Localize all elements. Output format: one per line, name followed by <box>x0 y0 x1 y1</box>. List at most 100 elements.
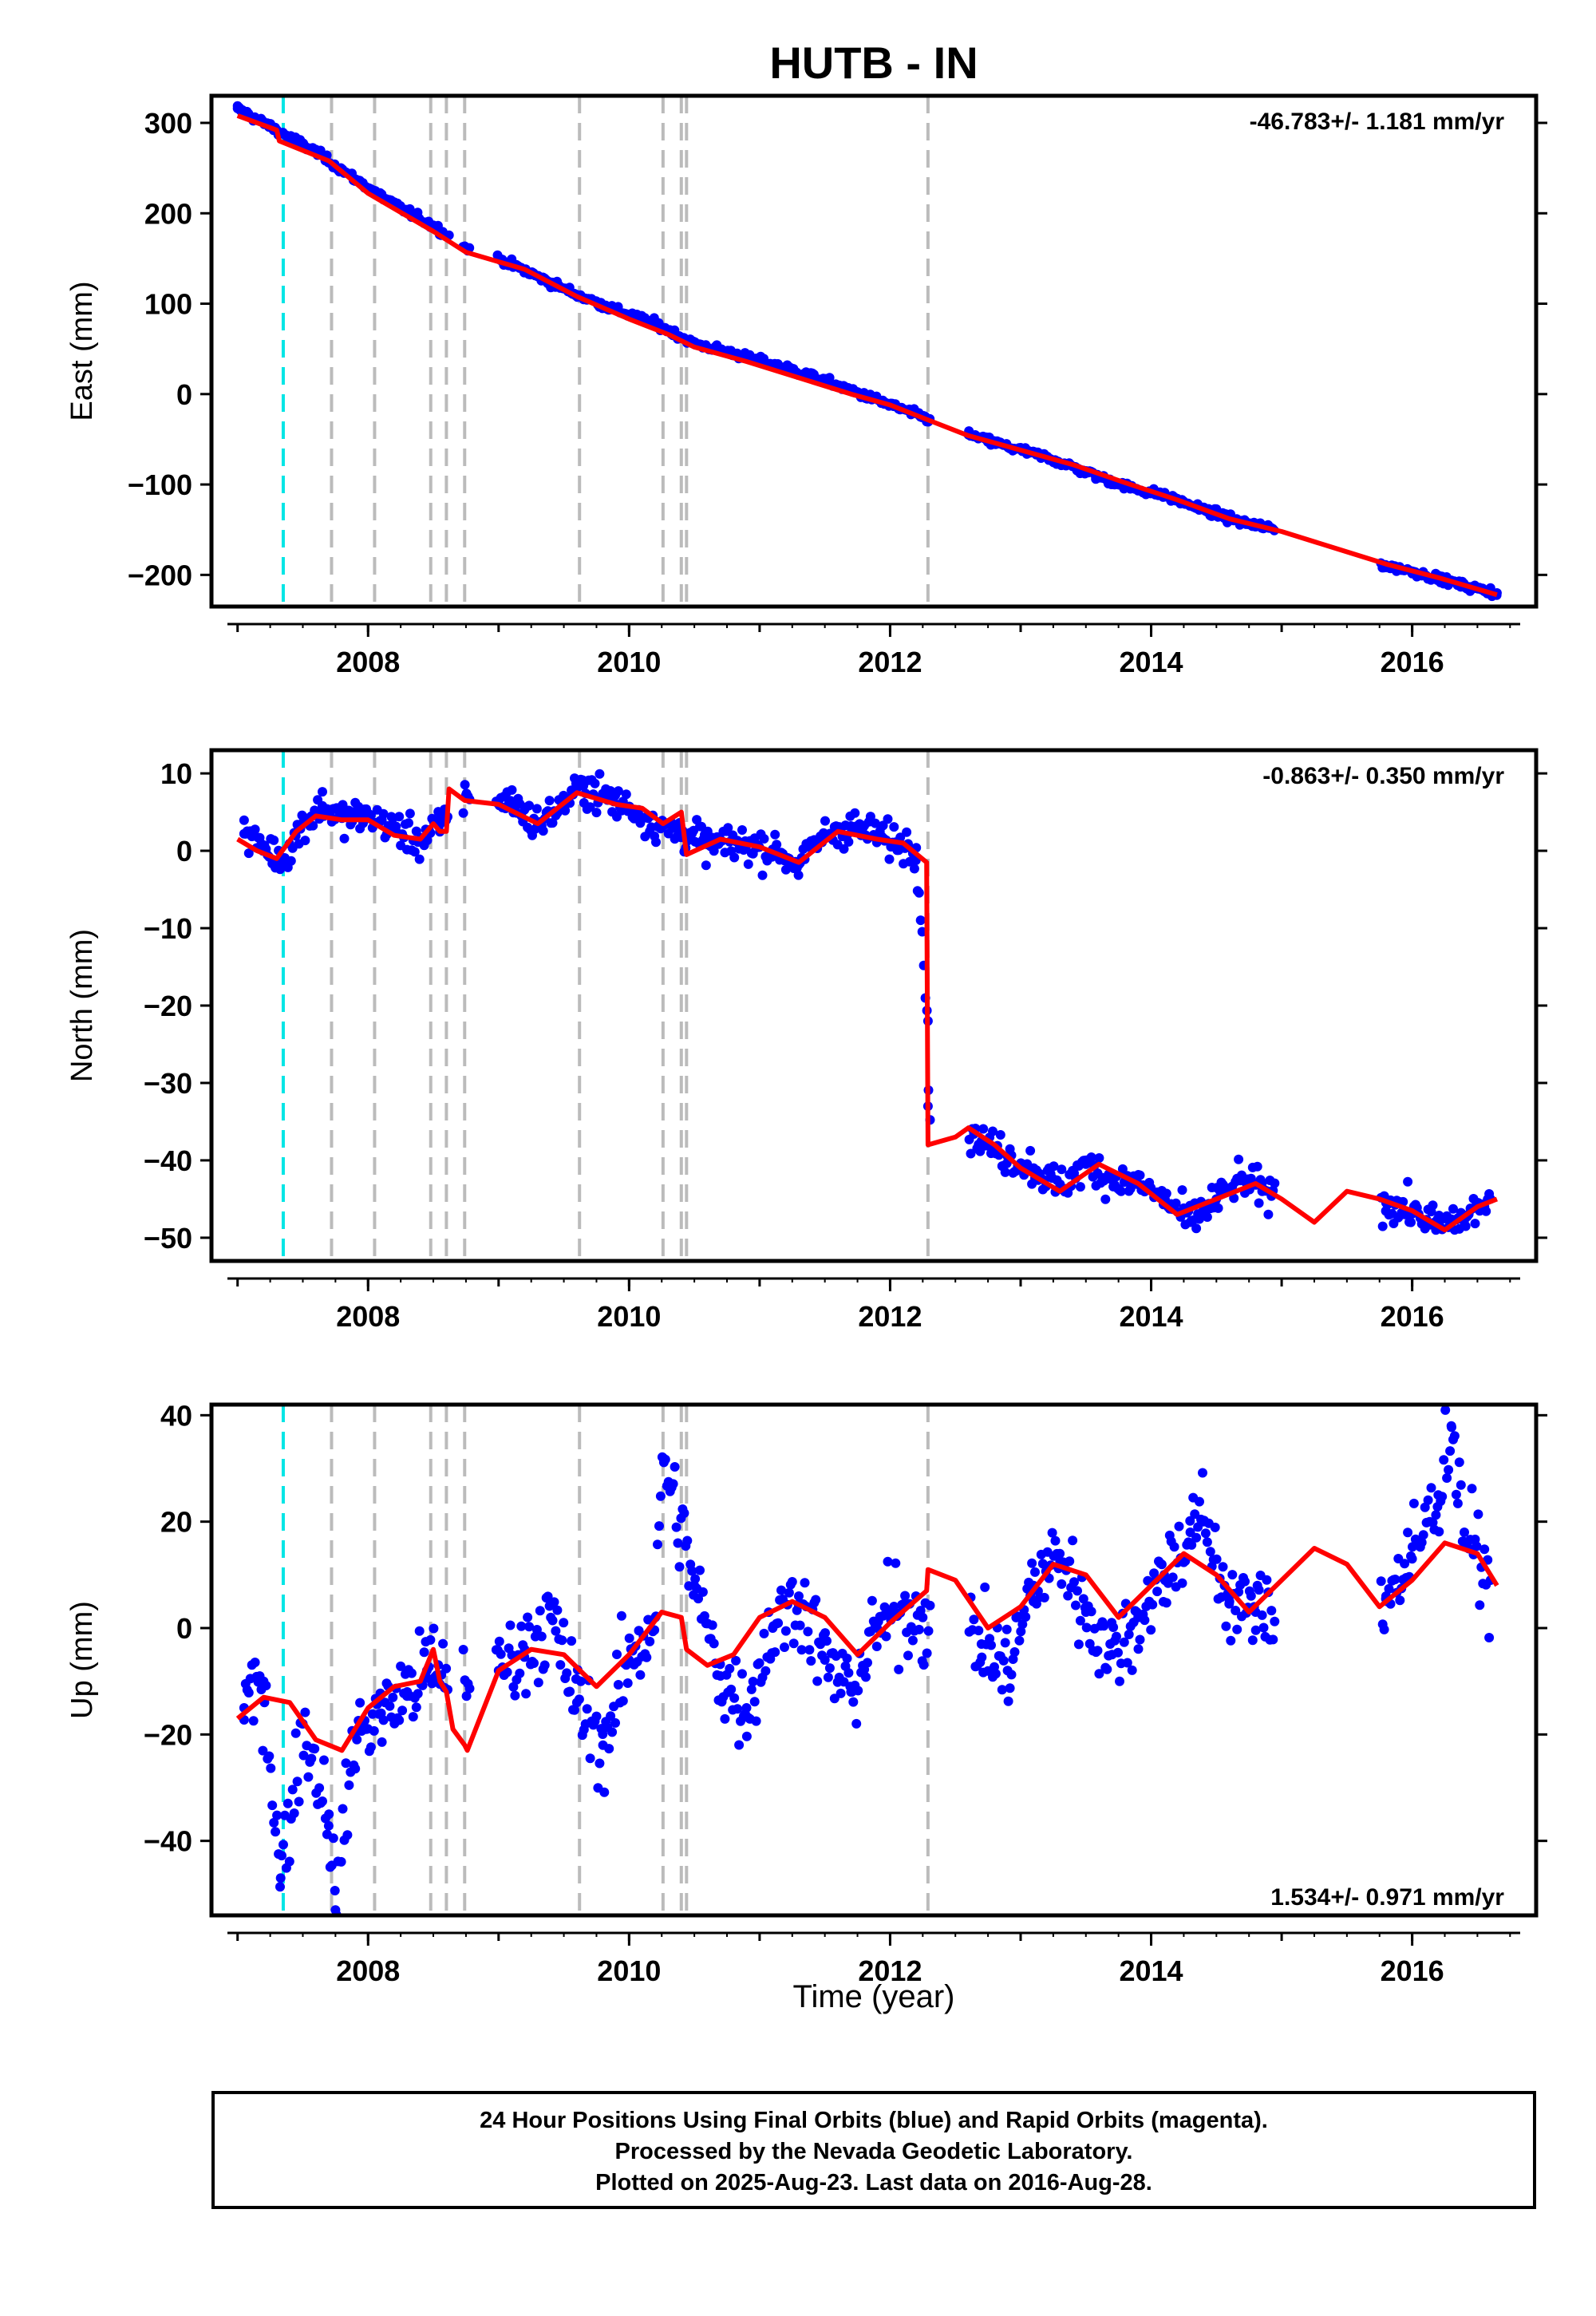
data-point <box>271 1827 281 1837</box>
data-point <box>565 1686 575 1697</box>
data-point <box>846 821 856 831</box>
y-axis-label: Up (mm) <box>65 1601 99 1719</box>
data-point <box>1472 1541 1482 1551</box>
data-point <box>1099 1621 1109 1631</box>
data-point <box>1205 1547 1215 1557</box>
y-tick-label: 200 <box>144 197 192 230</box>
data-point <box>323 1820 334 1831</box>
data-point <box>651 837 661 848</box>
data-point <box>429 1623 439 1634</box>
data-point <box>598 1729 608 1739</box>
data-point <box>1068 1535 1078 1546</box>
data-point <box>298 1750 309 1761</box>
plot-area <box>236 750 1499 1261</box>
data-point <box>733 1704 743 1714</box>
data-point <box>803 1626 813 1637</box>
data-point <box>1050 1535 1061 1546</box>
data-point <box>248 1716 259 1726</box>
data-point <box>461 1691 472 1701</box>
y-tick-label: 20 <box>160 1506 192 1539</box>
data-point <box>290 1728 301 1738</box>
data-point <box>243 848 254 859</box>
data-point <box>707 1620 717 1630</box>
data-point <box>464 1683 475 1694</box>
data-point <box>768 1623 778 1633</box>
data-point <box>496 1649 506 1659</box>
data-point <box>977 1652 987 1662</box>
data-point <box>1254 1198 1264 1208</box>
data-point <box>925 1600 935 1611</box>
data-point <box>770 829 780 840</box>
data-point <box>780 1642 789 1652</box>
data-point <box>575 1676 586 1686</box>
data-point <box>557 1635 567 1646</box>
data-point <box>673 1538 683 1548</box>
data-point <box>1226 1635 1236 1646</box>
data-point <box>725 1663 735 1674</box>
data-point <box>441 1663 452 1674</box>
data-point <box>411 1702 421 1713</box>
data-point <box>843 1668 854 1678</box>
data-point <box>1100 1194 1111 1204</box>
data-point <box>551 1626 561 1636</box>
data-point <box>1456 1480 1466 1490</box>
caption-box: 24 Hour Positions Using Final Orbits (bl… <box>211 2091 1536 2209</box>
data-point <box>654 1521 664 1531</box>
data-point <box>591 1711 602 1721</box>
data-point <box>338 1804 348 1814</box>
data-point <box>723 823 733 833</box>
data-point <box>1075 1615 1085 1626</box>
data-point <box>889 822 899 832</box>
data-point <box>279 855 288 865</box>
data-point <box>824 1663 835 1674</box>
y-tick-label: −10 <box>144 912 192 945</box>
data-point <box>1246 1591 1256 1601</box>
data-point <box>598 1740 608 1750</box>
data-point <box>741 1731 752 1741</box>
data-point <box>272 1810 282 1820</box>
y-tick-label: −20 <box>144 1718 192 1751</box>
data-point <box>409 847 420 857</box>
y-tick-label: 300 <box>144 107 192 140</box>
data-point <box>385 1701 395 1711</box>
data-point <box>915 915 926 926</box>
x-tick-label: 2016 <box>1381 1954 1444 1987</box>
data-point <box>521 1689 531 1699</box>
data-point <box>770 1647 780 1658</box>
data-point <box>1133 1644 1144 1654</box>
data-point <box>1112 1631 1121 1642</box>
data-point <box>279 1840 288 1850</box>
data-point <box>536 1631 547 1642</box>
data-point <box>294 1796 304 1807</box>
data-point <box>560 805 571 816</box>
data-point <box>1177 1185 1187 1196</box>
caption-line-1: 24 Hour Positions Using Final Orbits (bl… <box>480 2108 1268 2133</box>
rate-label: -0.863+/- 0.350 mm/yr <box>1262 763 1504 789</box>
data-point <box>318 787 327 797</box>
data-point <box>751 1716 761 1726</box>
caption-line-2: Processed by the Nevada Geodetic Laborat… <box>614 2139 1133 2164</box>
data-point <box>287 1784 298 1795</box>
y-tick-label: −200 <box>128 559 192 591</box>
data-point <box>889 1602 899 1611</box>
data-point <box>793 870 804 880</box>
data-point <box>1025 1145 1036 1156</box>
data-point <box>1449 1431 1460 1441</box>
data-point <box>754 1658 764 1668</box>
data-point <box>1185 1528 1195 1537</box>
data-point <box>1169 1542 1179 1552</box>
data-point <box>697 1587 708 1597</box>
data-point <box>881 1631 891 1642</box>
data-point <box>804 1645 815 1655</box>
data-point <box>1094 1669 1104 1679</box>
data-point <box>1428 1200 1438 1211</box>
data-point <box>618 1696 628 1706</box>
data-point <box>396 1661 406 1671</box>
data-point <box>1092 1646 1103 1656</box>
data-point <box>282 1798 293 1808</box>
data-point <box>318 800 327 811</box>
data-point <box>275 1882 285 1892</box>
data-point <box>1446 1421 1456 1431</box>
data-point <box>547 818 558 828</box>
data-point <box>759 1628 769 1638</box>
